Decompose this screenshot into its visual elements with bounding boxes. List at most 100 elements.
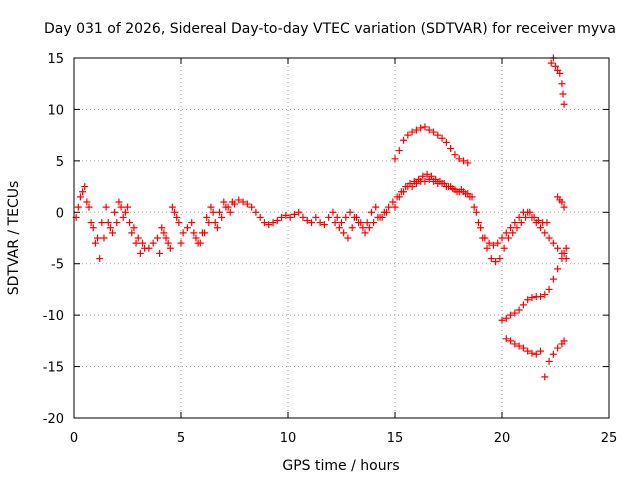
data-point (106, 224, 114, 232)
data-point (474, 219, 482, 227)
data-point (468, 193, 476, 201)
data-point (515, 342, 523, 350)
data-point (504, 234, 512, 242)
data-point (517, 219, 525, 227)
data-point (528, 294, 536, 302)
data-point (365, 224, 373, 232)
data-point (109, 229, 117, 237)
data-point (218, 213, 226, 221)
data-point (447, 145, 455, 153)
data-point (312, 213, 320, 221)
data-point (363, 219, 371, 227)
data-point (357, 219, 365, 227)
data-point (404, 131, 412, 139)
data-point (166, 244, 174, 252)
data-point (442, 138, 450, 146)
data-point (549, 239, 557, 247)
data-point (430, 177, 438, 185)
data-point (562, 244, 570, 252)
data-point (79, 188, 87, 196)
y-axis-label: SDTVAR / TECUs (6, 181, 22, 296)
data-point (370, 219, 378, 227)
data-point (96, 255, 104, 263)
data-point (333, 213, 341, 221)
data-point (519, 301, 527, 309)
data-point (545, 234, 553, 242)
x-tick-label: 5 (177, 431, 185, 446)
data-point (104, 219, 112, 227)
series-arc-main-2 (74, 175, 570, 263)
data-point (338, 219, 345, 227)
data-point (502, 314, 510, 322)
data-point (226, 208, 234, 216)
chart-title: Day 031 of 2026, Sidereal Day-to-day VTE… (44, 21, 616, 37)
data-point (119, 213, 127, 221)
data-point (205, 219, 213, 227)
data-point (483, 244, 491, 252)
y-tick-label: -15 (43, 361, 64, 376)
data-point (522, 213, 530, 221)
data-point (438, 134, 446, 142)
data-point (515, 306, 523, 314)
data-point (111, 208, 119, 216)
data-point (329, 208, 337, 216)
data-point (560, 337, 568, 345)
data-point (552, 62, 559, 70)
data-point (168, 203, 176, 211)
data-point (325, 213, 333, 221)
data-point (177, 239, 185, 247)
data-point (455, 155, 463, 163)
data-point (412, 126, 420, 134)
data-point (213, 224, 221, 232)
data-point (502, 229, 510, 237)
data-point (188, 219, 196, 227)
data-point (160, 229, 168, 237)
data-point (559, 90, 567, 98)
data-point (496, 255, 504, 263)
data-point (481, 234, 489, 242)
x-axis-label: GPS time / hours (282, 458, 399, 474)
series-arc-top-right (547, 54, 568, 108)
data-point (391, 203, 399, 211)
data-point (303, 217, 311, 225)
data-point (372, 203, 380, 211)
series-arc-small-right (554, 193, 568, 211)
data-point (400, 188, 408, 196)
data-point (494, 239, 502, 247)
data-point (83, 198, 91, 206)
data-point (498, 234, 506, 242)
y-tick-label: 15 (47, 52, 64, 67)
data-point (500, 244, 508, 252)
data-point (556, 69, 564, 77)
y-tick-label: 0 (56, 206, 64, 221)
data-point (260, 219, 268, 227)
data-point (100, 234, 108, 242)
data-point (286, 213, 294, 221)
data-point (378, 213, 386, 221)
data-point (511, 219, 519, 227)
data-point (519, 344, 527, 352)
data-point (524, 296, 532, 304)
data-point (395, 193, 403, 201)
data-point (138, 239, 146, 247)
data-point (400, 136, 408, 144)
data-point (554, 265, 562, 273)
data-point (113, 219, 121, 227)
data-point (320, 221, 328, 229)
data-point (295, 208, 303, 216)
data-point (560, 249, 568, 257)
data-point (265, 221, 273, 229)
data-point (216, 208, 224, 216)
data-point (98, 219, 106, 227)
data-point (128, 229, 136, 237)
data-point (554, 344, 562, 352)
data-point (149, 239, 157, 247)
data-point (124, 203, 131, 211)
data-point (524, 208, 532, 216)
data-point (509, 229, 517, 237)
data-point (537, 347, 545, 355)
data-point (408, 183, 416, 191)
data-point (511, 340, 519, 348)
data-point (425, 126, 433, 134)
